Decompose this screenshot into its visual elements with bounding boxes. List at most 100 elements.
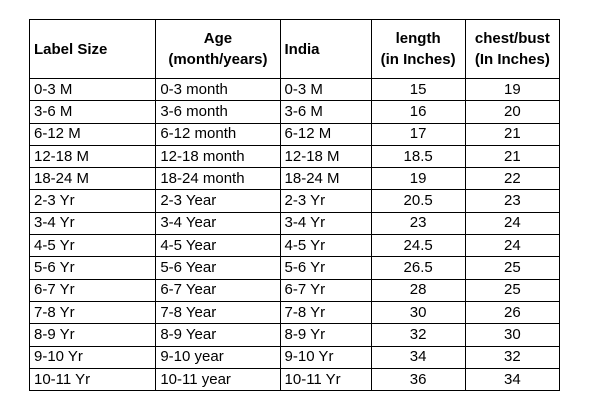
cell-chest-bust: 21 bbox=[464, 144, 561, 169]
table-row: 3-6 M 3-6 month 3-6 M 16 20 bbox=[28, 100, 561, 124]
cell-india: 2-3 Yr bbox=[279, 189, 372, 213]
table-row: 6-12 M 6-12 month 6-12 M 17 21 bbox=[28, 122, 561, 146]
cell-india: 0-3 M bbox=[279, 77, 372, 102]
cell-india: 10-11 Yr bbox=[279, 367, 372, 392]
cell-india: 4-5 Yr bbox=[279, 234, 372, 258]
cell-chest-bust: 24 bbox=[464, 234, 561, 258]
cell-india: 8-9 Yr bbox=[279, 323, 372, 347]
cell-length: 34 bbox=[370, 345, 466, 369]
cell-length: 18.5 bbox=[370, 144, 466, 169]
table-row: 8-9 Yr 8-9 Year 8-9 Yr 32 30 bbox=[28, 323, 561, 347]
cell-label-size: 0-3 M bbox=[28, 77, 157, 102]
cell-india: 18-24 M bbox=[279, 167, 372, 191]
cell-age: 5-6 Year bbox=[155, 256, 281, 280]
table-row: 9-10 Yr 9-10 year 9-10 Yr 34 32 bbox=[28, 345, 561, 369]
cell-length: 19 bbox=[370, 167, 466, 191]
cell-length: 28 bbox=[370, 278, 466, 302]
table-row: 0-3 M 0-3 month 0-3 M 15 19 bbox=[28, 77, 561, 102]
cell-india: 9-10 Yr bbox=[279, 345, 372, 369]
cell-age: 7-8 Year bbox=[155, 300, 281, 325]
table-row: 10-11 Yr 10-11 year 10-11 Yr 36 34 bbox=[28, 367, 561, 392]
cell-label-size: 6-7 Yr bbox=[28, 278, 157, 302]
table-row: 12-18 M 12-18 month 12-18 M 18.5 21 bbox=[28, 144, 561, 169]
table-row: 5-6 Yr 5-6 Year 5-6 Yr 26.5 25 bbox=[28, 256, 561, 280]
table-row: 2-3 Yr 2-3 Year 2-3 Yr 20.5 23 bbox=[28, 189, 561, 213]
table-row: 3-4 Yr 3-4 Year 3-4 Yr 23 24 bbox=[28, 211, 561, 236]
cell-chest-bust: 19 bbox=[464, 77, 561, 102]
cell-age: 6-12 month bbox=[155, 122, 281, 146]
cell-length: 36 bbox=[370, 367, 466, 392]
header-row: Label Size Age (month/years) India lengt… bbox=[28, 19, 561, 79]
header-chest-bust: chest/bust (In Inches) bbox=[464, 19, 561, 79]
cell-label-size: 12-18 M bbox=[28, 144, 157, 169]
table-row: 7-8 Yr 7-8 Year 7-8 Yr 30 26 bbox=[28, 300, 561, 325]
cell-length: 23 bbox=[370, 211, 466, 236]
size-chart-table: Label Size Age (month/years) India lengt… bbox=[28, 19, 561, 392]
header-india: India bbox=[279, 19, 372, 79]
cell-chest-bust: 20 bbox=[464, 100, 561, 124]
cell-age: 3-4 Year bbox=[155, 211, 281, 236]
header-length-line1: length bbox=[395, 30, 441, 47]
cell-length: 20.5 bbox=[370, 189, 466, 213]
cell-india: 3-4 Yr bbox=[279, 211, 372, 236]
cell-chest-bust: 22 bbox=[464, 167, 561, 191]
cell-chest-bust: 34 bbox=[464, 367, 561, 392]
header-chest-bust-line2: (In Inches) bbox=[474, 51, 550, 68]
cell-length: 30 bbox=[370, 300, 466, 325]
cell-label-size: 7-8 Yr bbox=[28, 300, 157, 325]
cell-chest-bust: 24 bbox=[464, 211, 561, 236]
cell-age: 4-5 Year bbox=[155, 234, 281, 258]
header-length-line2: (in Inches) bbox=[380, 51, 456, 68]
cell-length: 15 bbox=[370, 77, 466, 102]
cell-age: 2-3 Year bbox=[155, 189, 281, 213]
cell-age: 8-9 Year bbox=[155, 323, 281, 347]
table-row: 6-7 Yr 6-7 Year 6-7 Yr 28 25 bbox=[28, 278, 561, 302]
cell-length: 26.5 bbox=[370, 256, 466, 280]
cell-age: 6-7 Year bbox=[155, 278, 281, 302]
cell-age: 12-18 month bbox=[155, 144, 281, 169]
cell-chest-bust: 26 bbox=[464, 300, 561, 325]
cell-india: 7-8 Yr bbox=[279, 300, 372, 325]
cell-chest-bust: 21 bbox=[464, 122, 561, 146]
cell-age: 0-3 month bbox=[155, 77, 281, 102]
cell-label-size: 2-3 Yr bbox=[28, 189, 157, 213]
cell-india: 12-18 M bbox=[279, 144, 372, 169]
cell-length: 32 bbox=[370, 323, 466, 347]
cell-label-size: 10-11 Yr bbox=[28, 367, 157, 392]
cell-india: 6-12 M bbox=[279, 122, 372, 146]
cell-age: 3-6 month bbox=[155, 100, 281, 124]
cell-age: 10-11 year bbox=[155, 367, 281, 392]
header-age-line1: Age bbox=[203, 30, 233, 47]
cell-length: 16 bbox=[370, 100, 466, 124]
cell-length: 24.5 bbox=[370, 234, 466, 258]
header-label-size-text: Label Size bbox=[34, 40, 108, 58]
cell-label-size: 3-6 M bbox=[28, 100, 157, 124]
cell-india: 5-6 Yr bbox=[279, 256, 372, 280]
header-chest-bust-line1: chest/bust bbox=[474, 30, 550, 47]
cell-label-size: 8-9 Yr bbox=[28, 323, 157, 347]
cell-age: 18-24 month bbox=[155, 167, 281, 191]
header-length: length (in Inches) bbox=[370, 19, 466, 79]
cell-chest-bust: 23 bbox=[464, 189, 561, 213]
header-age-line2: (month/years) bbox=[168, 51, 268, 68]
cell-chest-bust: 32 bbox=[464, 345, 561, 369]
cell-label-size: 18-24 M bbox=[28, 167, 157, 191]
table-header: Label Size Age (month/years) India lengt… bbox=[28, 19, 561, 79]
cell-label-size: 5-6 Yr bbox=[28, 256, 157, 280]
cell-label-size: 6-12 M bbox=[28, 122, 157, 146]
cell-india: 6-7 Yr bbox=[279, 278, 372, 302]
cell-chest-bust: 30 bbox=[464, 323, 561, 347]
table-row: 4-5 Yr 4-5 Year 4-5 Yr 24.5 24 bbox=[28, 234, 561, 258]
cell-age: 9-10 year bbox=[155, 345, 281, 369]
cell-label-size: 3-4 Yr bbox=[28, 211, 157, 236]
header-india-text: India bbox=[284, 40, 320, 58]
cell-chest-bust: 25 bbox=[464, 256, 561, 280]
table-body: 0-3 M 0-3 month 0-3 M 15 19 3-6 M 3-6 month 3-6… bbox=[28, 77, 561, 392]
cell-length: 17 bbox=[370, 122, 466, 146]
cell-chest-bust: 25 bbox=[464, 278, 561, 302]
cell-label-size: 9-10 Yr bbox=[28, 345, 157, 369]
cell-india: 3-6 M bbox=[279, 100, 372, 124]
cell-label-size: 4-5 Yr bbox=[28, 234, 157, 258]
table-row: 18-24 M 18-24 month 18-24 M 19 22 bbox=[28, 167, 561, 191]
header-age: Age (month/years) bbox=[155, 19, 281, 79]
